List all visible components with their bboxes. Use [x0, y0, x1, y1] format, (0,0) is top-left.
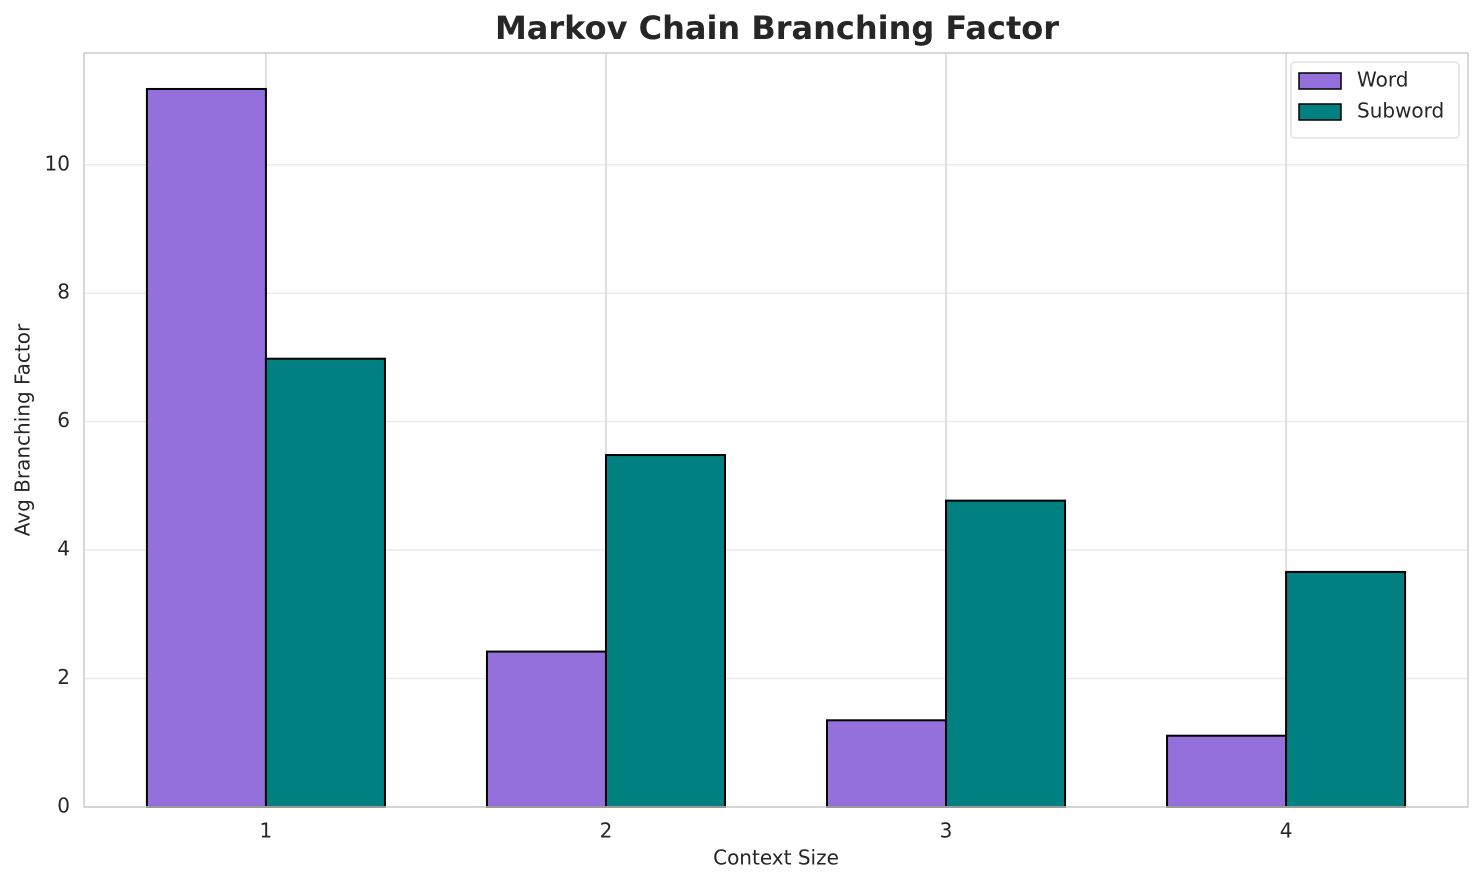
- legend-label: Subword: [1357, 99, 1444, 123]
- y-tick-label: 8: [57, 280, 70, 304]
- y-tick-label: 10: [45, 151, 70, 175]
- bar: [485, 650, 607, 808]
- y-tick-label: 6: [57, 408, 70, 432]
- legend-swatch: [1298, 72, 1342, 90]
- y-axis-label: Avg Branching Factor: [11, 323, 35, 536]
- bar: [145, 87, 267, 808]
- bar: [1166, 734, 1288, 808]
- bar: [1285, 570, 1407, 808]
- bar: [264, 357, 386, 808]
- y-tick-label: 2: [57, 665, 70, 689]
- x-tick-label: 2: [600, 819, 613, 843]
- x-tick-label: 3: [940, 819, 953, 843]
- legend-label: Word: [1357, 68, 1408, 92]
- chart-title: Markov Chain Branching Factor: [495, 9, 1059, 47]
- bar: [945, 499, 1067, 808]
- bar: [604, 454, 726, 808]
- legend-swatch: [1298, 103, 1342, 121]
- y-tick-label: 4: [57, 537, 70, 561]
- bar: [826, 719, 948, 809]
- x-tick-label: 1: [260, 819, 273, 843]
- y-tick-label: 0: [57, 794, 70, 818]
- x-axis-label: Context Size: [713, 846, 839, 870]
- plot-frame: [83, 52, 1469, 808]
- x-tick-label: 4: [1280, 819, 1293, 843]
